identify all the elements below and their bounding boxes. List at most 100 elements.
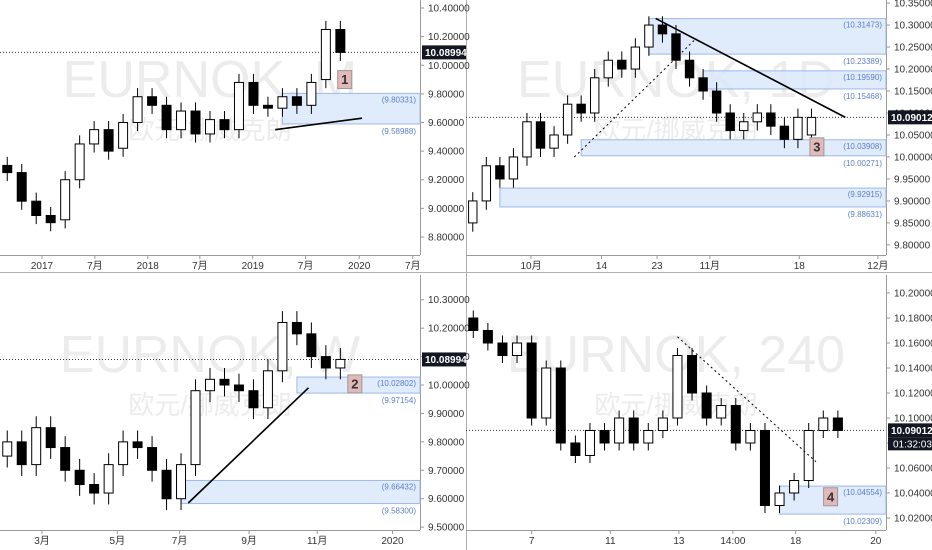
- candle-body: [262, 104, 273, 109]
- price-tag-label: 10.09012: [891, 113, 932, 124]
- candle-body: [779, 125, 790, 140]
- candle-body: [60, 447, 71, 471]
- candle-body: [481, 165, 492, 202]
- y-tick-label: 10.14000: [894, 364, 932, 375]
- candle-body: [16, 172, 27, 202]
- y-tick-label: 10.16000: [894, 339, 932, 350]
- candle-body: [277, 321, 288, 372]
- candle-body: [512, 342, 523, 356]
- candle-body: [628, 417, 639, 444]
- candle-body: [590, 77, 600, 114]
- candle-body: [555, 367, 566, 444]
- y-tick-label: 9.90000: [894, 196, 931, 207]
- candle-body: [684, 59, 695, 79]
- y-tick-label: 10.40000: [428, 4, 470, 15]
- countdown-label: 01:32:03: [893, 439, 932, 450]
- trend-line: [574, 37, 697, 158]
- candle-body: [745, 430, 756, 444]
- y-tick-label: 8.80000: [428, 232, 465, 243]
- candle-body: [74, 143, 85, 181]
- zone-top-label: (10.04554): [843, 488, 882, 497]
- badge-box: [347, 374, 363, 394]
- trend-line: [275, 117, 363, 131]
- candle-body: [818, 417, 829, 431]
- badge-label: 2: [351, 376, 358, 391]
- candle-body: [2, 164, 13, 174]
- y-tick-label: 10.06000: [894, 464, 932, 475]
- zone: [580, 139, 887, 157]
- candle-body: [132, 96, 143, 123]
- candle-body: [219, 378, 230, 386]
- zone-bottom-label: (10.02309): [843, 517, 882, 526]
- candle-body: [789, 480, 800, 494]
- x-tick-label: 2018: [137, 261, 160, 272]
- y-tick-label: 10.12000: [894, 389, 932, 400]
- x-tick-label: 23: [651, 261, 663, 272]
- badge-label: 4: [827, 489, 835, 504]
- x-tick-label: 9月: [241, 535, 257, 547]
- y-tick-label: 9.60000: [428, 494, 465, 505]
- candle-body: [60, 179, 71, 221]
- badge-box: [337, 70, 353, 90]
- zone-top-label: (9.92915): [848, 190, 883, 199]
- x-tick-label: 7月: [298, 260, 314, 272]
- y-tick-label: 10.20000: [428, 32, 470, 43]
- candle-body: [725, 112, 735, 132]
- y-tick-label: 9.80000: [894, 240, 931, 251]
- candle-body: [248, 390, 259, 409]
- price-tag: [888, 110, 932, 125]
- x-tick-label: 11: [605, 536, 616, 547]
- y-tick-label: 10.30000: [894, 21, 932, 32]
- zone-bottom-label: (10.00271): [843, 159, 882, 168]
- y-tick-label: 10.00000: [428, 381, 470, 392]
- y-tick-label: 9.85000: [894, 218, 931, 229]
- zone-bottom-label: (9.58300): [382, 507, 417, 516]
- x-tick-label: 14:00: [720, 536, 745, 547]
- candle-body: [806, 116, 817, 136]
- candle-body: [562, 103, 573, 136]
- candle-body: [482, 330, 493, 344]
- y-tick-label: 10.00000: [894, 152, 932, 163]
- x-tick-label: 14: [596, 261, 608, 272]
- candle-body: [320, 356, 331, 369]
- y-tick-label: 10.30000: [428, 295, 470, 306]
- candle-body: [657, 417, 668, 431]
- x-tick-label: 18: [794, 261, 806, 272]
- candle-body: [468, 200, 478, 224]
- y-tick-label: 10.02000: [894, 514, 932, 525]
- zone-top-label: (10.02802): [377, 379, 416, 388]
- candle-body: [176, 464, 187, 500]
- y-tick-label: 9.20000: [428, 175, 465, 186]
- candle-body: [89, 129, 100, 145]
- candle-body: [541, 367, 552, 419]
- zone-bottom-label: (9.58988): [382, 127, 417, 136]
- candle-body: [205, 378, 215, 392]
- candle-body: [147, 447, 158, 471]
- candle-body: [103, 464, 114, 494]
- x-tick-label: 18: [790, 536, 802, 547]
- x-tick-label: 12月: [867, 260, 888, 272]
- candle-body: [147, 96, 158, 106]
- candle-body: [161, 104, 172, 131]
- x-tick-label: 3月: [34, 535, 50, 547]
- y-tick-label: 9.80000: [428, 437, 465, 448]
- zone-bottom-label: (9.88631): [848, 210, 883, 219]
- zone-top-label: (10.31473): [843, 21, 882, 30]
- y-tick-label: 10.20000: [428, 324, 470, 335]
- trend-line: [187, 387, 310, 504]
- y-tick-label: 10.18000: [894, 314, 932, 325]
- zone-bottom-label: (10.15468): [843, 92, 882, 101]
- trend-line: [677, 336, 817, 463]
- candle-body: [306, 333, 317, 358]
- candle-body: [522, 121, 532, 158]
- candle-body: [535, 121, 546, 149]
- candle-body: [495, 165, 505, 180]
- price-tag: [888, 423, 932, 438]
- x-tick-label: 5月: [110, 535, 126, 547]
- candle-body: [497, 342, 508, 356]
- candle-body: [774, 492, 785, 506]
- candle-body: [190, 110, 201, 135]
- candle-body: [31, 200, 42, 217]
- zone-bottom-label: (10.23389): [843, 57, 882, 66]
